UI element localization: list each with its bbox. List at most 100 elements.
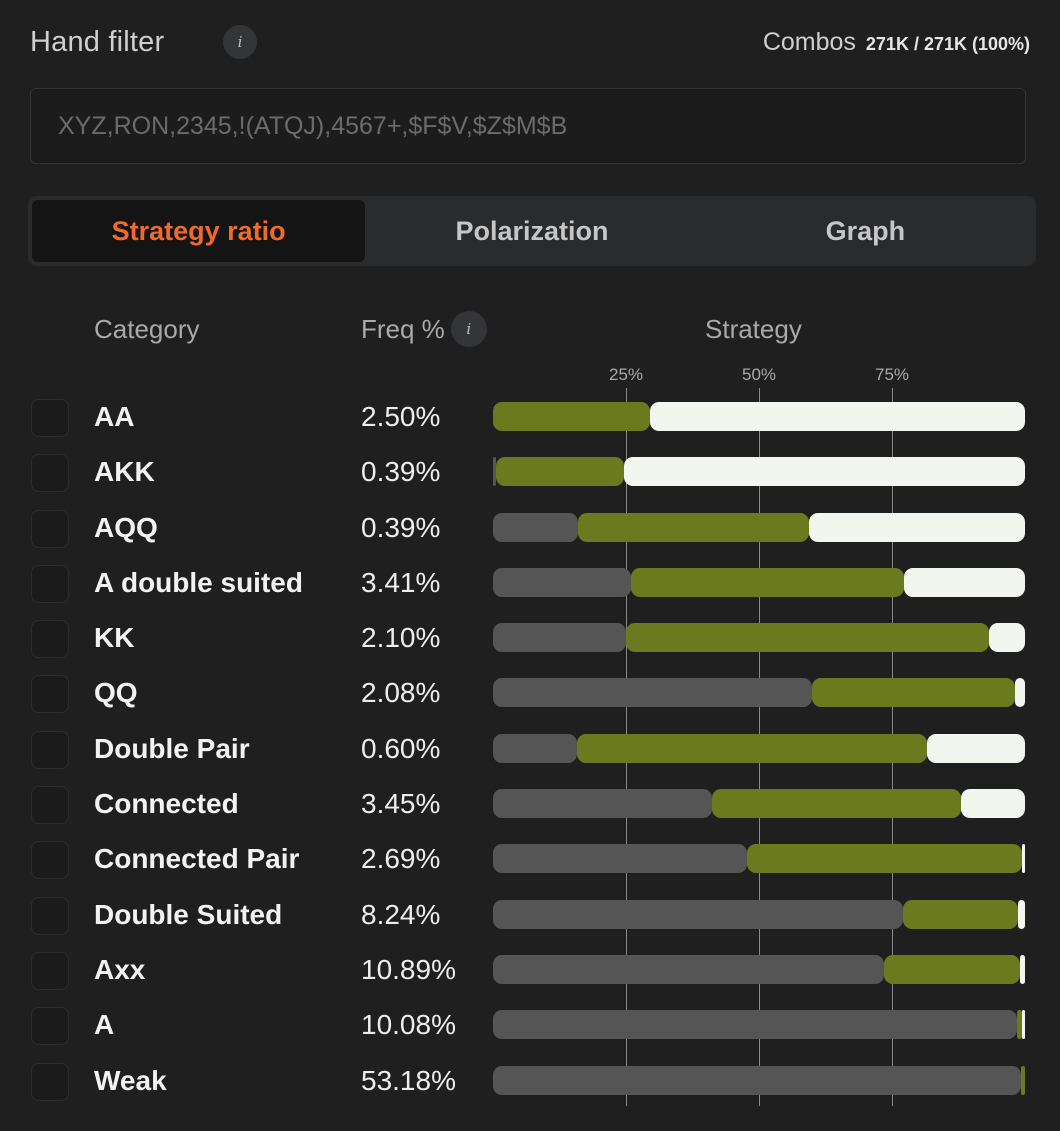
category-label: Double Suited [94, 898, 283, 930]
category-label: KK [94, 622, 135, 654]
category-label: A double suited [94, 566, 303, 598]
category-table: AA 2.50% AKK 0.39% AQQ 0.39% A double suited 3.… [0, 391, 1060, 1110]
freq-value: 0.60% [361, 732, 441, 764]
freq-value: 2.10% [361, 622, 441, 654]
tab-polarization[interactable]: Polarization [455, 215, 609, 246]
strategy-segment-call [1020, 1065, 1025, 1095]
category-label: AA [94, 401, 135, 432]
tab-strategy-ratio[interactable]: Strategy ratio [32, 200, 366, 262]
row-checkbox[interactable] [31, 896, 69, 935]
freq-value: 2.50% [361, 401, 441, 432]
strategy-segment-raise [927, 733, 1025, 763]
table-row: Axx 10.89% [0, 944, 1060, 999]
row-checkbox[interactable] [31, 509, 69, 548]
row-checkbox[interactable] [31, 786, 69, 825]
table-row: Connected 3.45% [0, 778, 1060, 833]
strategy-segment-call [626, 623, 990, 653]
row-checkbox[interactable] [31, 1062, 69, 1101]
tick-label: 25% [608, 365, 644, 384]
freq-value: 3.45% [361, 788, 441, 820]
table-row: AA 2.50% [0, 391, 1060, 446]
strategy-bar [493, 954, 1025, 984]
row-checkbox[interactable] [31, 841, 69, 880]
strategy-segment-raise [961, 789, 1025, 819]
category-label: Axx [94, 953, 146, 985]
strategy-segment-call [496, 457, 625, 487]
strategy-segment-fold [493, 954, 885, 984]
strategy-segment-call [747, 844, 1022, 874]
combos-value: 271K / 271K (100%) [865, 34, 1030, 54]
strategy-segment-fold [493, 789, 713, 819]
strategy-segment-call [812, 678, 1016, 708]
table-row: Connected Pair 2.69% [0, 833, 1060, 888]
strategy-bar [493, 733, 1025, 763]
strategy-segment-call [493, 402, 651, 431]
category-label: Connected Pair [94, 843, 300, 875]
strategy-segment-fold [493, 623, 626, 653]
strategy-segment-raise [1018, 899, 1025, 929]
strategy-bar [493, 623, 1025, 653]
row-checkbox[interactable] [31, 399, 69, 437]
strategy-segment-call [884, 954, 1021, 984]
strategy-bar [493, 457, 1025, 487]
row-checkbox[interactable] [31, 730, 69, 769]
strategy-segment-call [1017, 1010, 1022, 1040]
category-label: AKK [94, 456, 155, 488]
freq-info-icon[interactable]: i [450, 311, 487, 347]
strategy-segment-raise [989, 623, 1025, 653]
strategy-segment-fold [493, 899, 904, 929]
table-row: A 10.08% [0, 999, 1060, 1054]
category-label: Weak [94, 1064, 167, 1096]
strategy-segment-raise [903, 567, 1025, 597]
row-checkbox[interactable] [31, 620, 69, 659]
hand-filter-info-icon[interactable]: i [223, 25, 257, 59]
view-tabs: Strategy ratio Polarization Graph [28, 196, 1036, 266]
strategy-segment-call [903, 899, 1019, 929]
category-label: Connected [94, 788, 239, 820]
strategy-segment-raise [650, 402, 1025, 431]
strategy-bar [493, 678, 1025, 708]
strategy-segment-fold [493, 457, 496, 487]
freq-value: 10.08% [361, 1009, 456, 1041]
table-row: Double Pair 0.60% [0, 723, 1060, 778]
strategy-segment-raise [1015, 678, 1025, 708]
strategy-bar [493, 1010, 1025, 1040]
row-checkbox[interactable] [31, 951, 69, 990]
strategy-axis-ticks: 25% 50% 75% [493, 365, 1025, 385]
strategy-segment-fold [493, 678, 813, 708]
row-checkbox[interactable] [31, 454, 69, 493]
header: Hand filter i Combos 271K / 271K (100%) [30, 22, 1030, 66]
table-row: A double suited 3.41% [0, 557, 1060, 612]
strategy-bar [493, 567, 1025, 597]
freq-value: 0.39% [361, 511, 441, 543]
table-row: QQ 2.08% [0, 667, 1060, 722]
strategy-segment-call [712, 789, 962, 819]
table-row: AKK 0.39% [0, 446, 1060, 501]
strategy-segment-raise [624, 457, 1025, 487]
strategy-segment-raise [1022, 1010, 1025, 1040]
freq-column-header: Freq % i [361, 311, 487, 347]
strategy-segment-call [578, 512, 809, 542]
freq-value: 0.39% [361, 456, 441, 488]
combos-label: Combos [762, 28, 856, 56]
row-checkbox[interactable] [31, 1007, 69, 1046]
strategy-segment-call [577, 733, 928, 763]
row-checkbox[interactable] [31, 675, 69, 714]
strategy-segment-fold [493, 733, 578, 763]
strategy-bar [493, 789, 1025, 819]
table-row: Double Suited 8.24% [0, 889, 1060, 944]
category-label: QQ [94, 677, 138, 709]
freq-header-label: Freq % [361, 313, 445, 344]
row-checkbox[interactable] [31, 564, 69, 603]
strategy-segment-fold [493, 1065, 1021, 1095]
strategy-bar [493, 512, 1025, 542]
tab-graph[interactable]: Graph [825, 215, 906, 246]
freq-value: 2.69% [361, 843, 441, 875]
strategy-bar [493, 402, 1025, 431]
strategy-bar [493, 1065, 1025, 1095]
strategy-segment-fold [493, 567, 631, 597]
hand-filter-input[interactable] [30, 88, 1026, 164]
table-row: Weak 53.18% [0, 1055, 1060, 1110]
freq-value: 10.89% [361, 953, 456, 985]
category-column-header: Category [94, 314, 200, 344]
